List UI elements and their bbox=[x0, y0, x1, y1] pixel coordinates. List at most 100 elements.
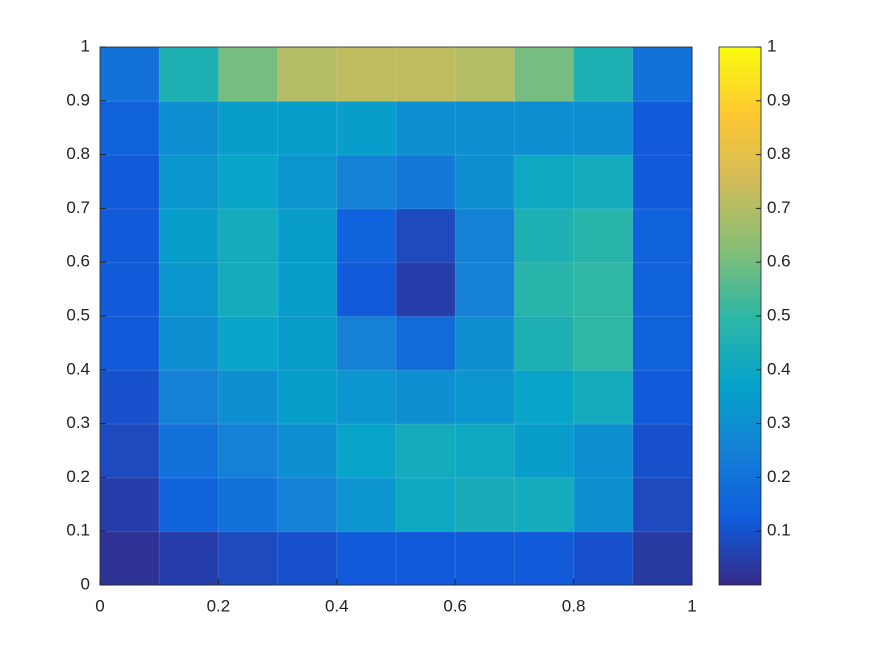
colorbar bbox=[718, 46, 762, 586]
heat-cell bbox=[513, 530, 575, 587]
heat-cell bbox=[454, 154, 516, 210]
x-tick-label: 0.6 bbox=[443, 596, 467, 615]
heat-cell bbox=[217, 100, 279, 156]
heat-cell bbox=[395, 100, 457, 156]
heat-cell bbox=[454, 261, 516, 318]
heat-cell bbox=[217, 369, 279, 425]
heat-cell bbox=[277, 46, 338, 102]
colorbar-tick-label: 0.1 bbox=[767, 521, 791, 540]
heat-cell bbox=[395, 423, 457, 479]
heat-cell bbox=[336, 261, 397, 318]
heat-cell bbox=[217, 476, 279, 533]
heat-cell bbox=[632, 100, 693, 156]
heat-cell bbox=[632, 315, 693, 371]
heat-cell bbox=[336, 46, 397, 102]
colorbar-tick-label: 0.6 bbox=[767, 252, 791, 271]
heat-cell bbox=[277, 261, 338, 318]
heat-cell bbox=[336, 315, 397, 371]
heat-cell bbox=[217, 315, 279, 371]
heat-cell bbox=[513, 261, 575, 318]
heat-cell bbox=[99, 207, 161, 264]
heat-cell bbox=[99, 261, 161, 318]
heat-cell bbox=[217, 261, 279, 318]
y-tick-label: 0.1 bbox=[66, 521, 90, 540]
heat-cell bbox=[632, 476, 693, 533]
colorbar-tick-label: 0.5 bbox=[767, 305, 791, 324]
heat-cell bbox=[513, 369, 575, 425]
heat-cell bbox=[454, 476, 516, 533]
heat-cell bbox=[217, 530, 279, 587]
heat-cell bbox=[99, 369, 161, 425]
heat-cell bbox=[632, 154, 693, 210]
y-tick-label: 0.5 bbox=[66, 305, 90, 324]
heat-cell bbox=[632, 423, 693, 479]
colorbar-tick-label: 0.8 bbox=[767, 144, 791, 163]
heat-cell bbox=[277, 476, 338, 533]
y-tick-label: 0.4 bbox=[66, 359, 90, 378]
heat-cell bbox=[573, 476, 634, 533]
heat-cell bbox=[513, 315, 575, 371]
heat-cell bbox=[513, 207, 575, 264]
heat-cell bbox=[99, 100, 161, 156]
heat-cell bbox=[217, 207, 279, 264]
heat-cell bbox=[158, 423, 220, 479]
heat-cell bbox=[454, 423, 516, 479]
heat-cell bbox=[99, 476, 161, 533]
heat-cell bbox=[336, 476, 397, 533]
x-tick-label: 0.8 bbox=[562, 596, 586, 615]
heat-cell bbox=[395, 476, 457, 533]
heat-cell bbox=[158, 207, 220, 264]
colorbar-tick-label: 0.2 bbox=[767, 467, 791, 486]
heat-cell bbox=[632, 207, 693, 264]
heat-cell bbox=[99, 530, 161, 587]
y-tick-label: 0 bbox=[81, 574, 90, 593]
heat-cell bbox=[217, 46, 279, 102]
heat-cell bbox=[217, 423, 279, 479]
y-tick-label: 0.8 bbox=[66, 144, 90, 163]
heat-cell bbox=[513, 423, 575, 479]
y-tick-label: 0.9 bbox=[66, 90, 90, 109]
heat-cell bbox=[573, 100, 634, 156]
heat-cell bbox=[395, 261, 457, 318]
heat-cell bbox=[513, 154, 575, 210]
heat-cell bbox=[573, 530, 634, 587]
heat-cell bbox=[573, 207, 634, 264]
heat-cell bbox=[454, 315, 516, 371]
heat-cell bbox=[158, 100, 220, 156]
heat-cell bbox=[336, 369, 397, 425]
heat-cell bbox=[454, 369, 516, 425]
heat-cell bbox=[454, 46, 516, 102]
heat-cell bbox=[336, 154, 397, 210]
heat-cell bbox=[513, 46, 575, 102]
heat-cell bbox=[277, 100, 338, 156]
heat-cell bbox=[454, 100, 516, 156]
heat-cell bbox=[158, 476, 220, 533]
y-tick-label: 0.7 bbox=[66, 198, 90, 217]
x-tick-label: 0 bbox=[95, 596, 104, 615]
heat-cell bbox=[573, 261, 634, 318]
heat-cell bbox=[632, 369, 693, 425]
x-tick-label: 0.2 bbox=[207, 596, 231, 615]
heat-cell bbox=[336, 207, 397, 264]
heat-cell bbox=[277, 369, 338, 425]
heat-cell bbox=[277, 423, 338, 479]
heat-cell bbox=[573, 315, 634, 371]
heat-cell bbox=[99, 154, 161, 210]
heat-cell bbox=[573, 46, 634, 102]
heat-cell bbox=[277, 154, 338, 210]
heat-cell bbox=[395, 369, 457, 425]
y-tick-label: 0.2 bbox=[66, 467, 90, 486]
heat-cell bbox=[395, 530, 457, 587]
colorbar-tick-label: 0.9 bbox=[767, 90, 791, 109]
y-tick-label: 0.3 bbox=[66, 413, 90, 432]
heat-cell bbox=[277, 207, 338, 264]
heat-cell bbox=[158, 46, 220, 102]
heat-cell bbox=[395, 207, 457, 264]
heat-cell bbox=[277, 315, 338, 371]
heat-cell bbox=[573, 154, 634, 210]
heat-cell bbox=[277, 530, 338, 587]
heat-cell bbox=[454, 530, 516, 587]
heat-cell bbox=[336, 100, 397, 156]
heat-cell bbox=[158, 315, 220, 371]
